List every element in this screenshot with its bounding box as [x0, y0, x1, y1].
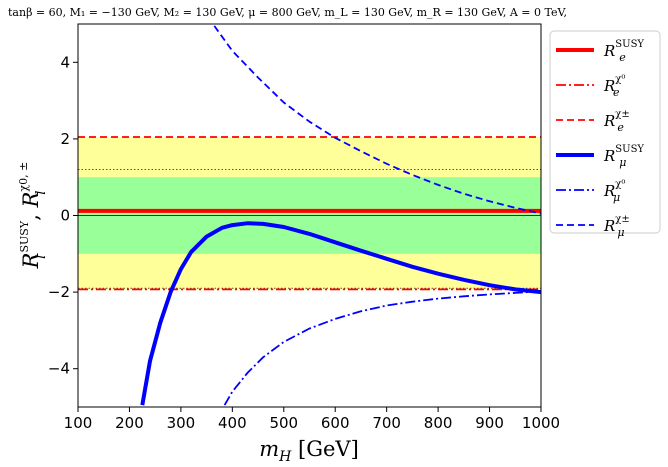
y-tick-label: −2: [48, 283, 70, 301]
chart-title: tanβ = 60, M₁ = −130 GeV, M₂ = 130 GeV, …: [8, 6, 567, 19]
x-tick-label: 700: [372, 414, 401, 432]
x-tick-label: 400: [218, 414, 247, 432]
series-line-5: [213, 25, 541, 215]
legend-label: Rχ± e: [603, 109, 630, 134]
legend-label: RSUSY μ: [603, 144, 644, 169]
x-tick-label: 900: [475, 414, 504, 432]
legend-label: Rχ⁰ e: [603, 74, 625, 99]
legend-label: RSUSY e: [603, 39, 644, 64]
y-axis-label: RSUSYl, Rχ0, ±l: [17, 162, 49, 270]
series-line-4: [223, 290, 541, 406]
legend-label: Rχ⁰ μ: [603, 179, 625, 204]
x-tick-label: 500: [269, 414, 298, 432]
y-tick-label: −4: [48, 360, 70, 378]
x-tick-label: 300: [167, 414, 196, 432]
x-axis-ticks: 100 200 300 400 500 600 700 800 900 1000: [64, 407, 560, 432]
x-tick-label: 200: [115, 414, 144, 432]
data-series: [78, 25, 541, 406]
y-axis-ticks: −4 −2 0 2 4: [48, 53, 78, 378]
x-tick-label: 800: [424, 414, 453, 432]
legend-box: [549, 30, 661, 234]
legend-label: Rχ± μ: [603, 214, 630, 239]
x-tick-label: 600: [321, 414, 350, 432]
legend: RSUSY e Rχ⁰ e Rχ± e RSUSY μ Rχ⁰ μ Rχ± μ: [549, 30, 661, 239]
x-tick-label: 1000: [522, 414, 560, 432]
y-tick-label: 2: [60, 130, 70, 148]
confidence-bands: [78, 136, 541, 291]
x-tick-label: 100: [64, 414, 93, 432]
y-tick-label: 0: [60, 207, 70, 225]
y-tick-label: 4: [60, 53, 70, 71]
x-axis-label: mH [GeV]: [259, 437, 359, 465]
series-line-3: [140, 221, 541, 406]
reference-lines: [78, 169, 541, 289]
